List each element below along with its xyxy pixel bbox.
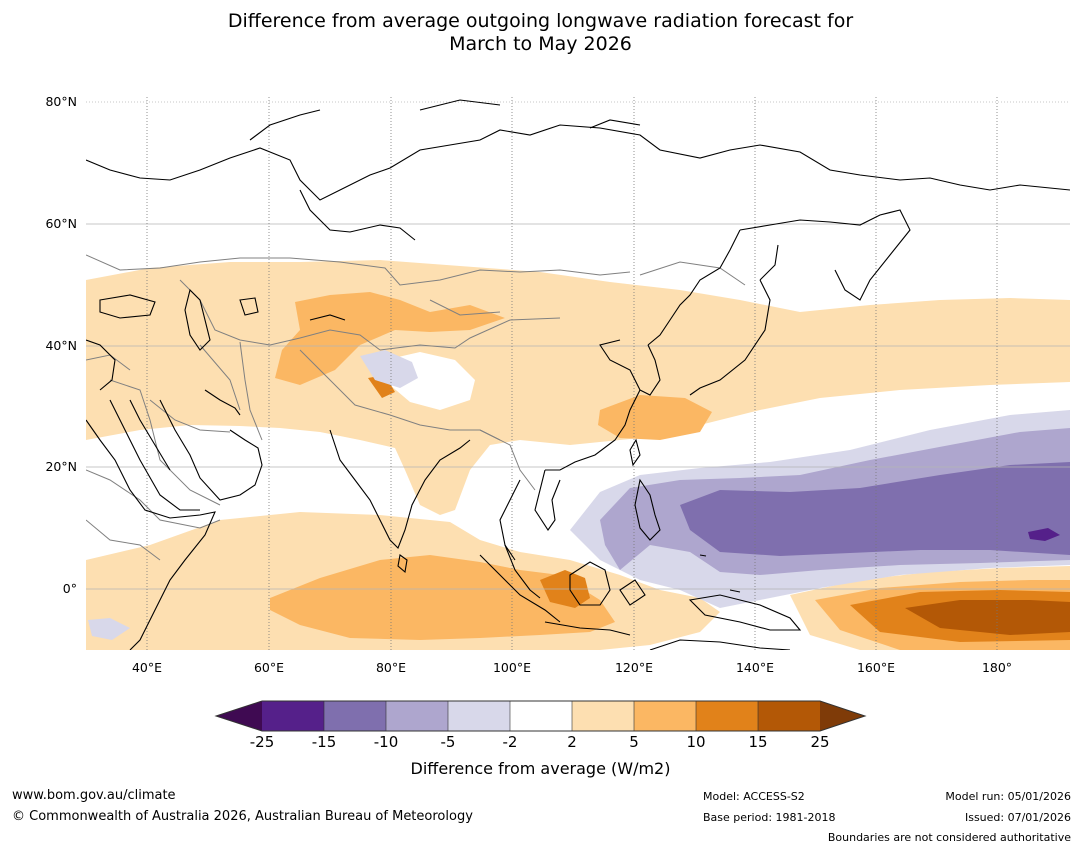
lon-label: 40°E [131,660,163,675]
anomaly-region-neg10-15-pacific [680,462,1070,556]
coastlines [86,99,1070,650]
lat-label: 60°N [45,216,77,231]
anomaly-region-15-25-pacific [905,600,1070,635]
footer-issued: Issued: 07/01/2026 [964,811,1071,824]
lat-label: 0° [62,581,77,596]
colorbar-segment [262,701,324,731]
colorbar [214,700,867,732]
lon-label: 120°E [614,660,653,675]
anomaly-region-5-10-china [598,395,712,440]
lat-label: 40°N [45,338,77,353]
colorbar-tick: 15 [748,733,768,751]
footer-model-run: Model run: 05/01/2026 [945,790,1071,803]
footer-model: Model: ACCESS-S2 [703,790,805,803]
colorbar-tick: -15 [311,733,337,751]
colorbar-segment [386,701,448,731]
lon-label: 80°E [375,660,407,675]
colorbar-segment [324,701,386,731]
lon-label: 100°E [492,660,531,675]
colorbar-tick: 2 [567,733,577,751]
colorbar-segment [696,701,758,731]
title-line-2: March to May 2026 [449,33,632,55]
anomaly-region-neg15-25-pacific [1028,528,1060,541]
anomaly-region-5-10-central-asia [275,292,505,385]
anomaly-field [86,97,1070,650]
chart-title: Difference from average outgoing longwav… [0,10,1081,56]
title-line-1: Difference from average outgoing longwav… [227,10,854,32]
footer-disclaimer: Boundaries are not considered authoritat… [827,831,1071,844]
lat-label: 20°N [45,459,77,474]
colorbar-tick: -10 [373,733,399,751]
colorbar-tick: 10 [686,733,706,751]
colorbar-segment [634,701,696,731]
footer-copyright: © Commonwealth of Australia 2026, Austra… [12,809,473,824]
colorbar-tick: -25 [249,733,275,751]
lon-label: 180° [981,660,1013,675]
lon-label: 60°E [253,660,285,675]
footer-base-period: Base period: 1981-2018 [703,811,836,824]
anomaly-region-neg-tibet [360,350,418,388]
lon-label: 160°E [856,660,895,675]
colorbar-segment [572,701,634,731]
lon-gridlines [146,97,998,650]
lon-label: 140°E [735,660,774,675]
anomaly-region-5-10-indian-ocean [270,555,615,640]
colorbar-segment [510,701,572,731]
colorbar-extend-low [216,701,262,731]
country-borders [86,254,746,561]
colorbar-extend-high [820,701,865,731]
footer-url[interactable]: www.bom.gov.au/climate [12,788,176,803]
colorbar-tick: -2 [502,733,518,751]
colorbar-segment [448,701,510,731]
anomaly-region-neg-africa [88,618,130,640]
colorbar-tick: -5 [440,733,456,751]
lat-gridlines [86,101,1070,590]
colorbar-label: Difference from average (W/m2) [410,759,671,778]
colorbar-tick: 25 [810,733,830,751]
colorbar-segment [758,701,820,731]
lat-label: 80°N [45,94,77,109]
colorbar-tick: 5 [629,733,639,751]
